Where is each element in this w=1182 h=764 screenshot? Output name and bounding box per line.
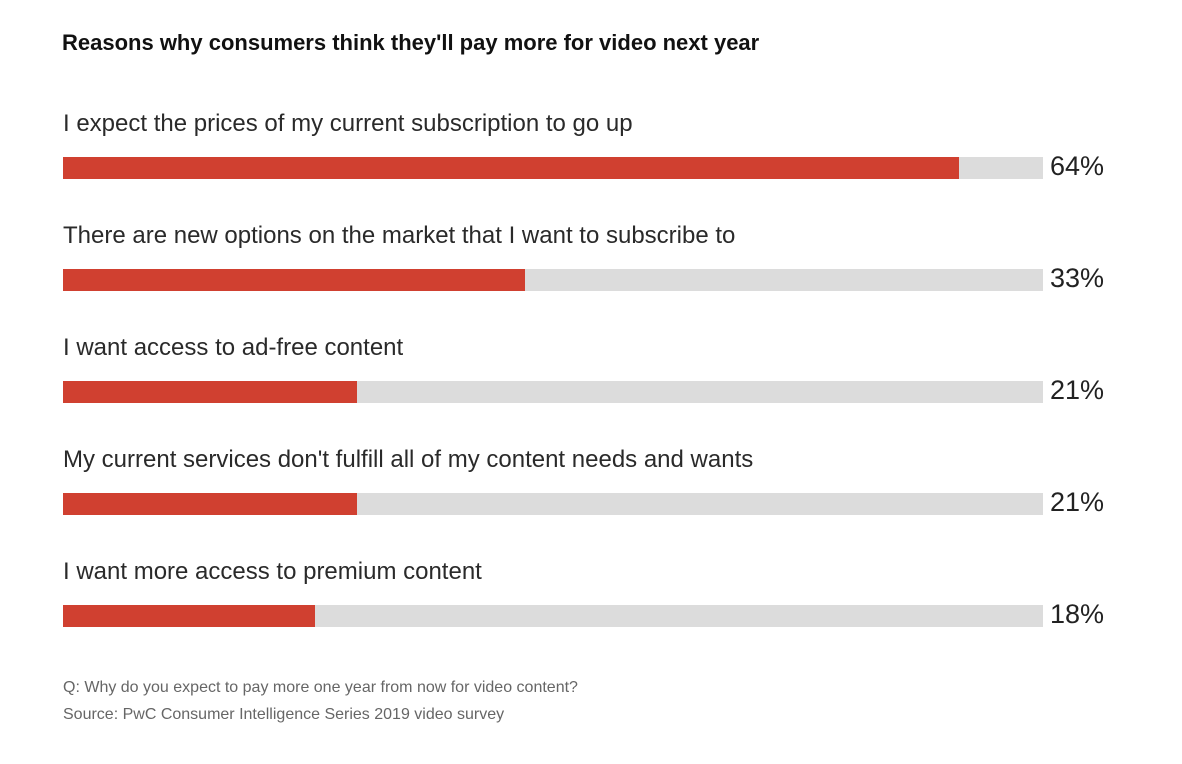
bar [63, 381, 357, 403]
value-label: 64% [1050, 151, 1105, 181]
value-label: 33% [1050, 263, 1105, 293]
footnote-question: Q: Why do you expect to pay more one yea… [63, 679, 578, 696]
bar [63, 605, 315, 627]
category-label: I want access to ad-free content [63, 334, 404, 361]
value-label: 18% [1050, 599, 1105, 629]
bar [63, 269, 525, 291]
chart-title: Reasons why consumers think they'll pay … [62, 30, 760, 55]
bar-track [63, 157, 1043, 179]
bar-track [63, 269, 1043, 291]
bar-track [63, 605, 1043, 627]
bar-track [63, 493, 1043, 515]
category-label: There are new options on the market that… [63, 222, 736, 249]
bar [63, 493, 357, 515]
category-label: I expect the prices of my current subscr… [63, 110, 633, 137]
category-label: My current services don't fulfill all of… [63, 446, 754, 473]
value-label: 21% [1050, 487, 1105, 517]
bar [63, 157, 959, 179]
footnote-source: Source: PwC Consumer Intelligence Series… [63, 706, 505, 723]
value-label: 21% [1050, 375, 1105, 405]
category-label: I want more access to premium content [63, 558, 482, 585]
bar-track [63, 381, 1043, 403]
